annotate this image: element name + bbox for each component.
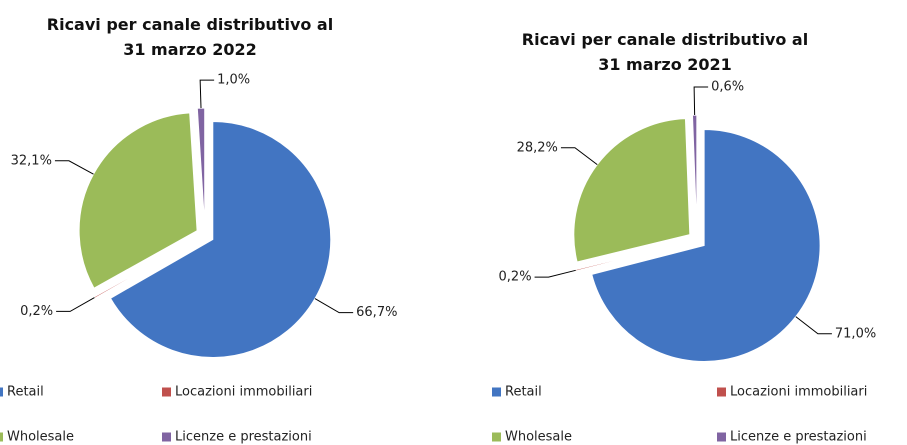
legend-label: Retail xyxy=(7,385,44,400)
data-label: 66,7% xyxy=(356,305,397,320)
pie-slice xyxy=(78,112,198,289)
leader-line xyxy=(534,269,576,278)
data-label: 0,2% xyxy=(20,304,53,319)
legend-label: Licenze e prestazioni xyxy=(175,430,312,445)
chart-title: Ricavi per canale distributivo al 31 mar… xyxy=(46,15,334,59)
data-label: 0,2% xyxy=(499,270,532,285)
pie-slice xyxy=(691,114,698,232)
leader-line xyxy=(693,86,709,116)
legend-swatch xyxy=(717,387,726,397)
legend-swatch xyxy=(162,432,171,442)
data-label: 28,2% xyxy=(517,140,558,155)
data-label: 71,0% xyxy=(835,326,876,341)
data-label: 32,1% xyxy=(11,153,52,168)
pie-slice xyxy=(196,107,206,227)
data-label: 1,0% xyxy=(217,73,250,88)
leader-line xyxy=(54,160,94,175)
leader-line xyxy=(314,298,354,314)
pie-slice xyxy=(573,118,691,263)
legend-label: Wholesale xyxy=(505,430,572,445)
leader-line xyxy=(560,147,598,166)
legend-label: Licenze e prestazioni xyxy=(730,430,867,445)
legend-label: Retail xyxy=(505,385,542,400)
legend-swatch xyxy=(0,387,3,397)
pie-slice xyxy=(109,121,332,358)
pie-slice xyxy=(93,238,198,299)
data-label: 0,6% xyxy=(711,80,744,95)
chart-title: Ricavi per canale distributivo al 31 mar… xyxy=(521,30,809,74)
legend-swatch xyxy=(717,432,726,442)
legend-swatch xyxy=(162,387,171,397)
leader-line xyxy=(56,297,95,312)
leader-line xyxy=(795,316,832,335)
legend-label: Locazioni immobiliari xyxy=(730,385,867,400)
legend-swatch xyxy=(492,432,501,442)
leader-line xyxy=(199,79,215,109)
legend-label: Locazioni immobiliari xyxy=(175,385,312,400)
legend-label: Wholesale xyxy=(7,430,74,445)
legend-swatch xyxy=(0,432,3,442)
pie-slice xyxy=(574,241,689,272)
legend-swatch xyxy=(492,387,501,397)
